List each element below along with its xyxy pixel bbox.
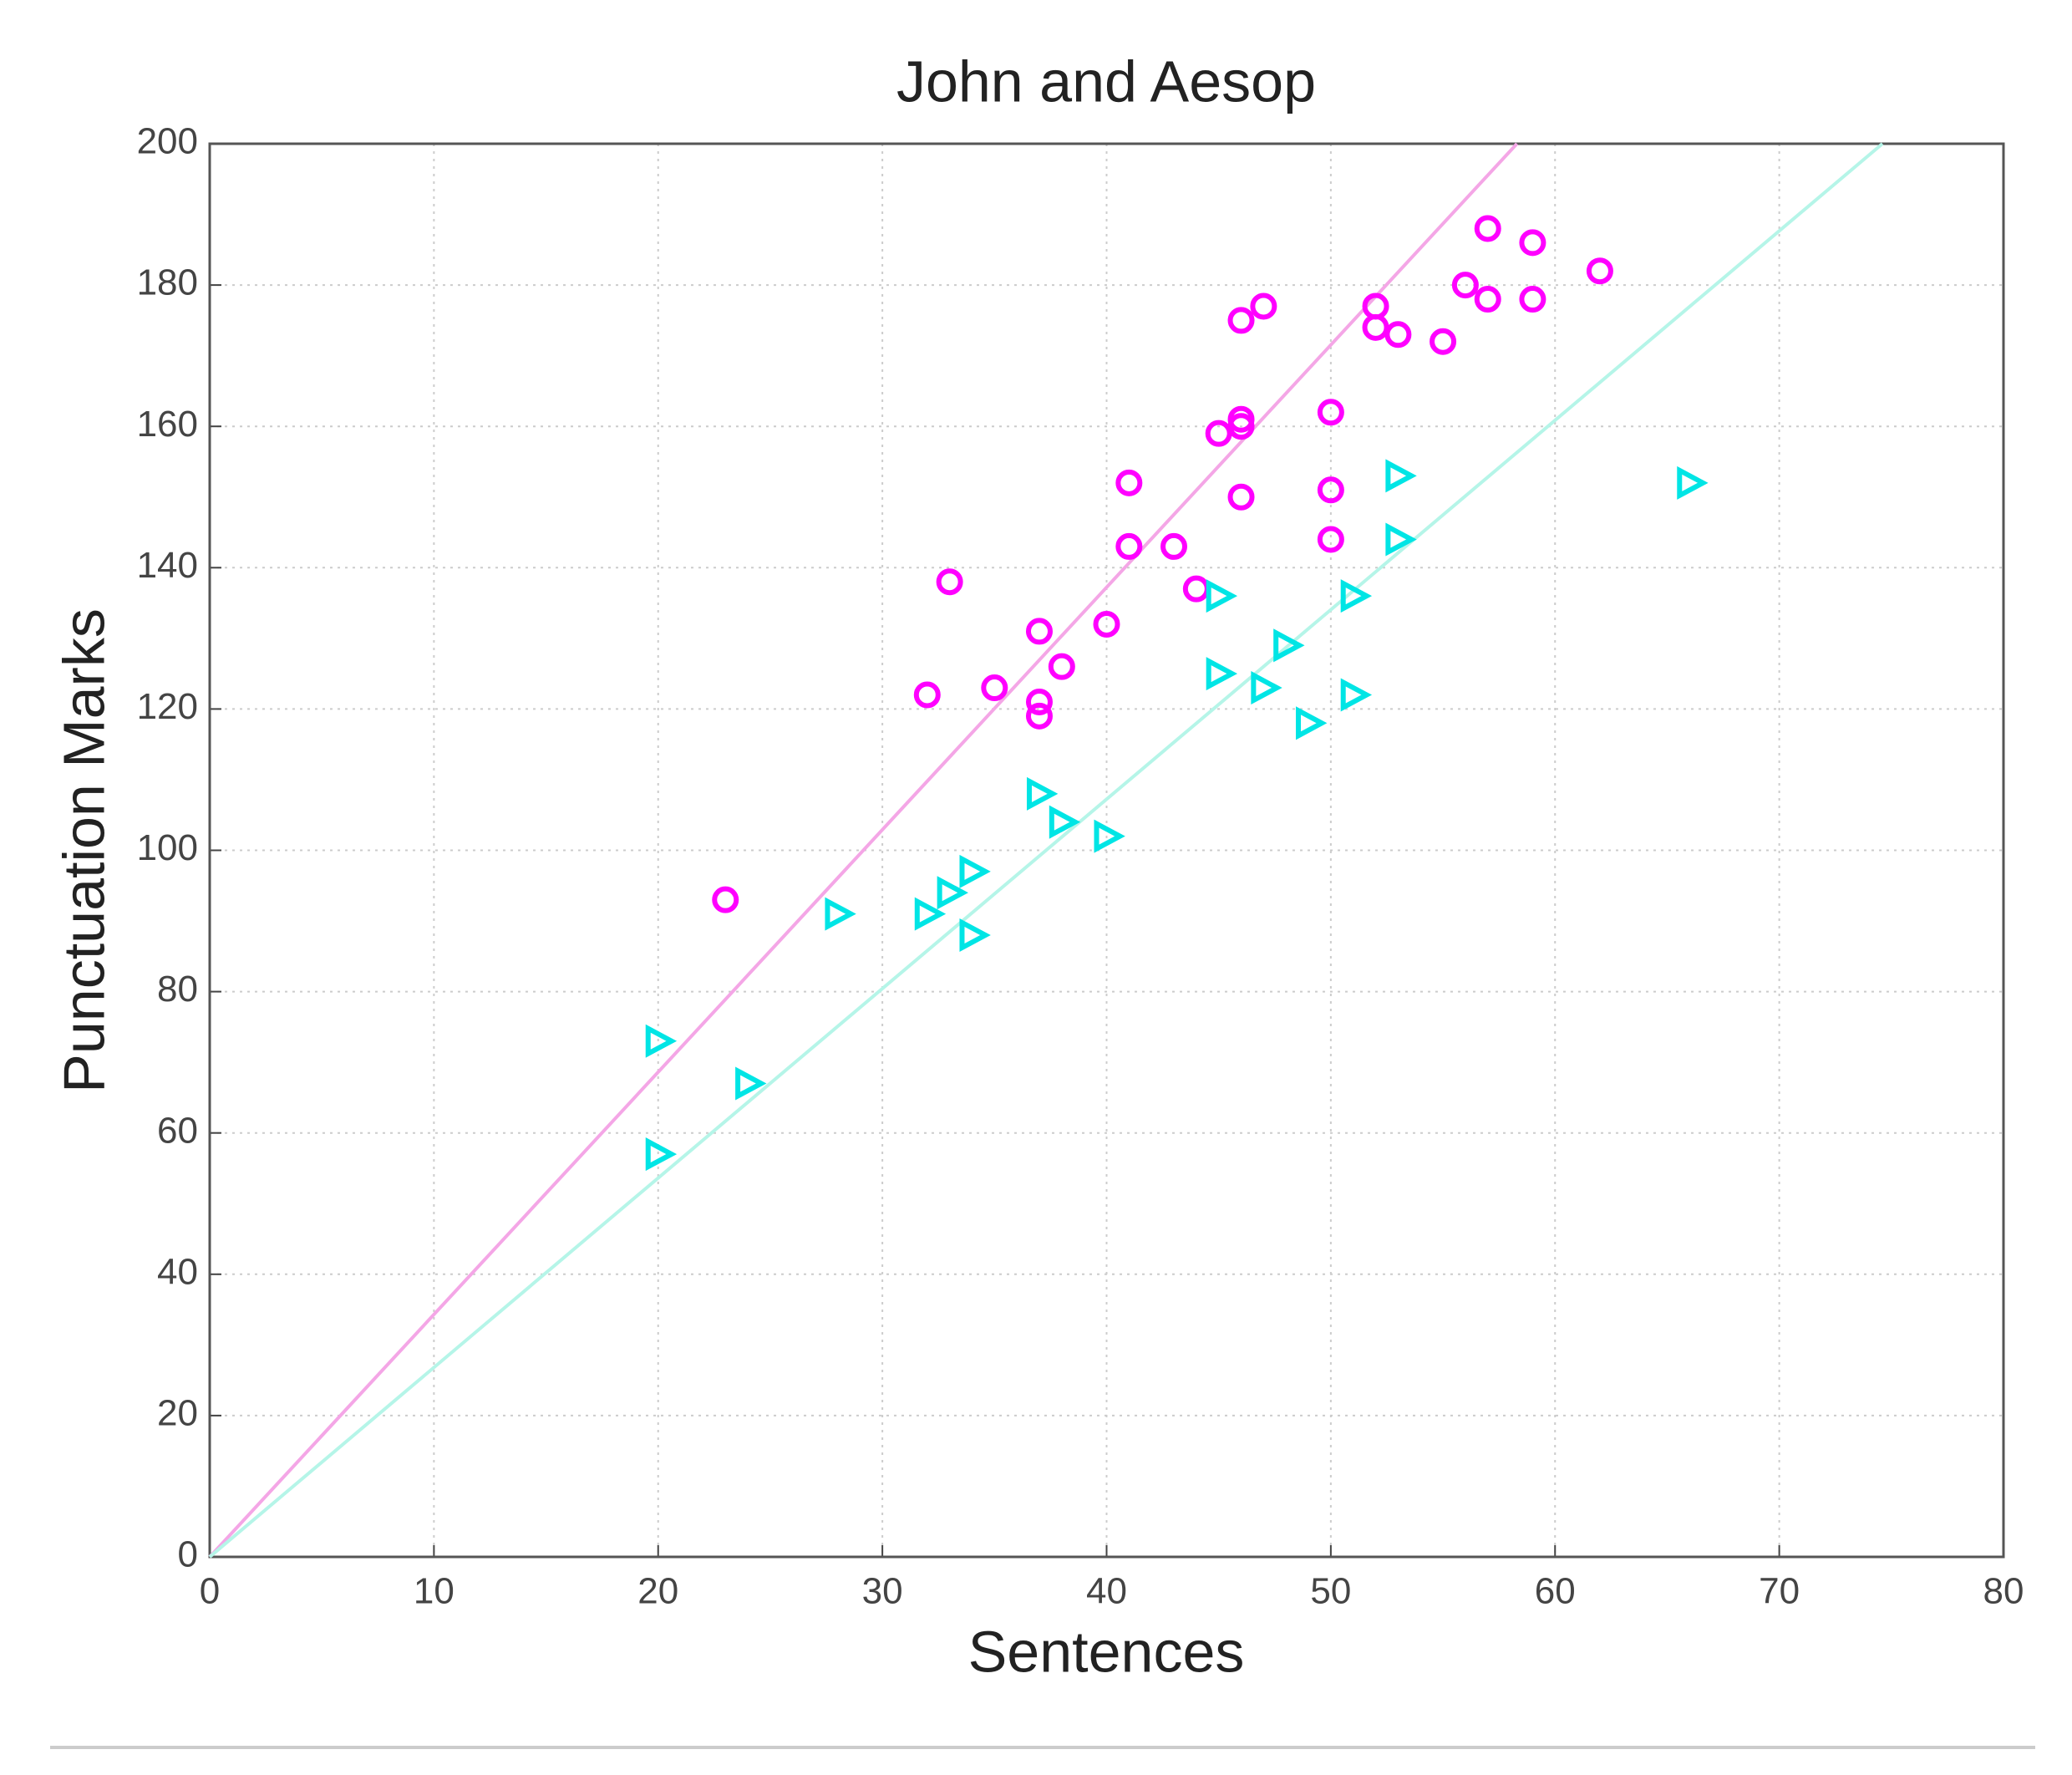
point	[959, 854, 991, 888]
y-tick-label: 60	[157, 1110, 198, 1151]
point	[1474, 286, 1501, 313]
reference-line	[208, 142, 1884, 1559]
point	[1115, 532, 1143, 560]
x-tick-label: 80	[1983, 1571, 2024, 1612]
point	[1384, 321, 1412, 348]
point	[735, 1066, 767, 1101]
y-tick-label: 40	[157, 1251, 198, 1292]
x-tick-label: 50	[1310, 1571, 1351, 1612]
point	[825, 897, 856, 931]
point	[1519, 229, 1546, 257]
point	[1227, 307, 1255, 334]
x-tick-label: 0	[200, 1571, 220, 1612]
point	[1227, 483, 1255, 511]
y-tick-label: 200	[137, 121, 198, 162]
x-tick-label: 70	[1759, 1571, 1800, 1612]
point	[1250, 292, 1277, 320]
y-tick-label: 20	[157, 1393, 198, 1434]
point	[645, 1137, 678, 1172]
point	[712, 886, 739, 913]
y-tick-label: 80	[157, 969, 198, 1010]
x-axis-label: Sentences	[968, 1619, 1245, 1684]
y-tick-label: 120	[137, 686, 198, 727]
y-tick-label: 180	[137, 262, 198, 303]
point	[1205, 420, 1232, 447]
y-tick-label: 140	[137, 545, 198, 586]
point	[1273, 628, 1305, 663]
reference-line	[208, 142, 1519, 1559]
point	[1227, 413, 1255, 440]
point	[1340, 678, 1373, 712]
point	[645, 1024, 678, 1058]
point	[1251, 671, 1282, 705]
point	[1586, 257, 1613, 285]
point	[1160, 532, 1188, 560]
point	[1206, 657, 1238, 691]
point	[914, 897, 947, 931]
y-tick-label: 160	[137, 404, 198, 445]
point	[1677, 465, 1709, 500]
point	[981, 674, 1008, 702]
point	[1317, 399, 1344, 426]
x-tick-label: 60	[1535, 1571, 1576, 1612]
point	[1385, 522, 1417, 557]
point	[959, 918, 991, 952]
point	[1048, 653, 1075, 680]
point	[1317, 526, 1344, 553]
point	[1474, 215, 1501, 242]
x-tick-label: 40	[1086, 1571, 1127, 1612]
point	[1206, 579, 1238, 613]
chart-title: John and Aesop	[896, 48, 1316, 114]
point	[1093, 610, 1120, 638]
point	[1430, 328, 1457, 355]
x-tick-label: 20	[637, 1571, 678, 1612]
point	[1094, 819, 1125, 853]
point	[1115, 469, 1143, 496]
point	[1025, 618, 1053, 645]
y-tick-label: 100	[137, 827, 198, 868]
point	[913, 681, 941, 709]
point	[1362, 313, 1389, 341]
x-tick-label: 30	[862, 1571, 903, 1612]
point	[1451, 272, 1479, 299]
point	[1317, 476, 1344, 504]
point	[937, 876, 968, 910]
y-axis-label: Punctuation Marks	[51, 608, 116, 1093]
x-tick-label: 10	[414, 1571, 455, 1612]
point	[1296, 706, 1328, 740]
y-tick-label: 0	[178, 1534, 198, 1575]
point	[1026, 776, 1059, 811]
point	[1049, 805, 1081, 839]
point	[1025, 702, 1053, 730]
point	[1025, 688, 1053, 715]
point	[1385, 459, 1417, 493]
plot-frame	[208, 142, 2005, 1559]
point	[936, 568, 963, 596]
point	[1340, 579, 1373, 613]
point	[1519, 286, 1546, 313]
